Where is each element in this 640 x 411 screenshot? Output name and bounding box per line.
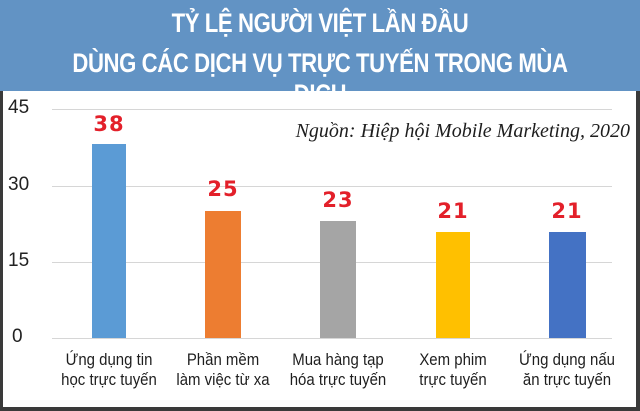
- y-tick-0: 0: [12, 326, 23, 347]
- bar-value-label: 21: [437, 199, 469, 223]
- gridline-30: [52, 186, 612, 187]
- category-label-line: hóa trực tuyến: [289, 370, 387, 389]
- category-label-line: học trực tuyến: [61, 370, 157, 389]
- bar-online-computing-apps: [92, 144, 126, 338]
- category-label: Ứng dụng tin học trực tuyến: [57, 350, 161, 390]
- category-label-line: Ứng dụng nấu: [519, 350, 615, 369]
- bar-value-label: 23: [322, 188, 354, 212]
- category-label: Mua hàng tạp hóa trực tuyến: [286, 350, 390, 390]
- bar-value-label: 38: [93, 112, 125, 136]
- gridline-0: [52, 338, 612, 339]
- category-label: Phần mềm làm việc từ xa: [171, 350, 275, 390]
- category-label-line: Phần mềm: [186, 350, 260, 369]
- category-label-line: trực tuyến: [419, 370, 487, 389]
- chart-title-line-1: TỶ LỆ NGƯỜI VIỆT LẦN ĐẦU: [171, 8, 469, 38]
- category-label-line: Mua hàng tạp: [292, 350, 384, 369]
- chart-header: TỶ LỆ NGƯỜI VIỆT LẦN ĐẦU DÙNG CÁC DỊCH V…: [0, 0, 640, 109]
- source-note: Nguồn: Hiệp hội Mobile Marketing, 2020: [295, 120, 630, 142]
- category-label-line: ăn trực tuyến: [522, 370, 612, 389]
- chart-title-line-2: DÙNG CÁC DỊCH VỤ TRỰC TUYẾN TRONG MÙA DỊ…: [72, 48, 568, 109]
- gridline-45: [52, 109, 612, 110]
- category-label: Xem phim trực tuyến: [401, 350, 505, 390]
- category-label: Ứng dụng nấu ăn trực tuyến: [515, 350, 619, 390]
- chart-frame: [0, 91, 640, 411]
- category-label-line: Ứng dụng tin: [65, 350, 153, 369]
- bar-value-label: 25: [207, 177, 239, 201]
- bar-online-cooking-apps: [549, 232, 586, 338]
- y-tick-30: 30: [8, 174, 30, 195]
- category-label-line: làm việc từ xa: [176, 370, 270, 389]
- y-tick-15: 15: [8, 250, 30, 271]
- bar-remote-work-software: [205, 211, 241, 338]
- bar-online-movies: [436, 232, 470, 338]
- bar-online-grocery: [320, 221, 356, 338]
- bar-value-label: 21: [551, 199, 583, 223]
- category-label-line: Xem phim: [419, 350, 487, 369]
- y-tick-45: 45: [8, 97, 30, 118]
